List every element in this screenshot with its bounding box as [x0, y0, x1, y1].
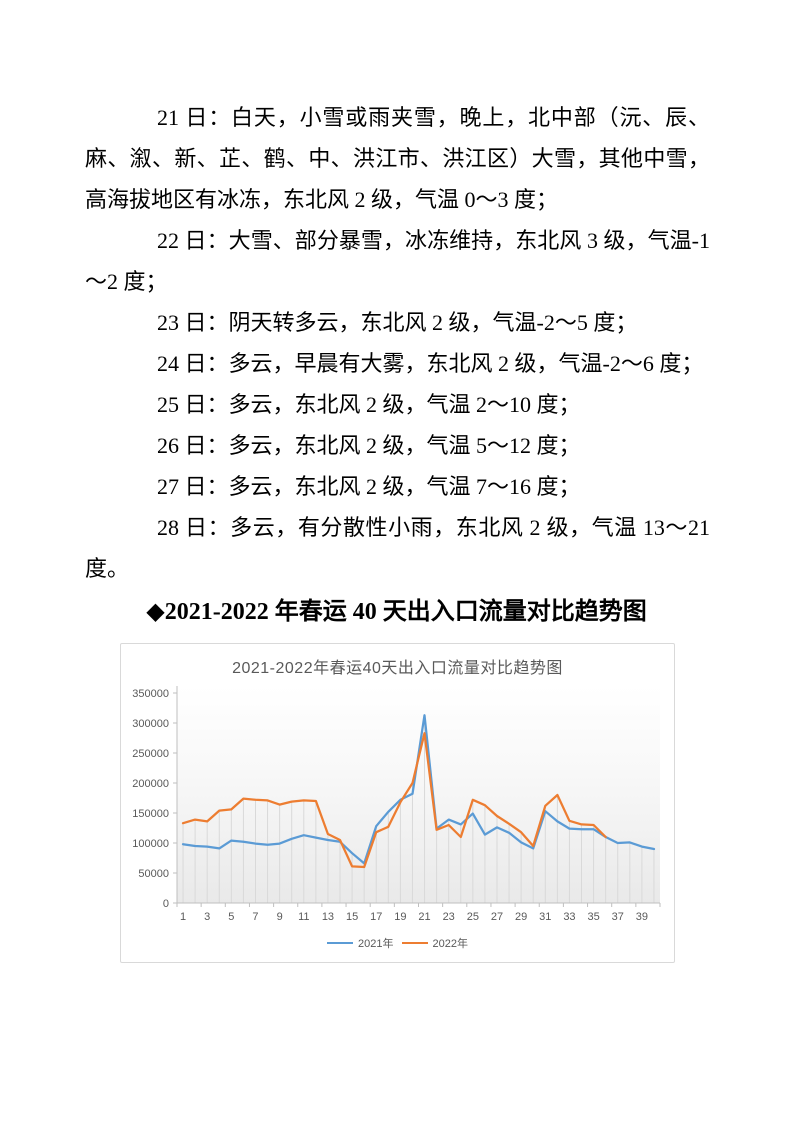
svg-text:19: 19 — [394, 911, 406, 923]
svg-text:31: 31 — [539, 911, 551, 923]
svg-text:13: 13 — [322, 911, 334, 923]
svg-text:300000: 300000 — [132, 718, 169, 730]
legend-label-2021: 2021年 — [358, 938, 394, 950]
svg-text:21: 21 — [418, 911, 430, 923]
chart-legend: 2021年 2022年 — [121, 935, 674, 951]
paragraph-day27: 27 日：多云，东北风 2 级，气温 7～16 度； — [157, 474, 581, 499]
svg-text:7: 7 — [252, 911, 258, 923]
paragraph-day24: 24 日：多云，早晨有大雾，东北风 2 级，气温-2～6 度； — [157, 351, 704, 376]
svg-text:39: 39 — [636, 911, 648, 923]
paragraph-day25: 25 日：多云，东北风 2 级，气温 2～10 度； — [157, 392, 581, 417]
svg-text:27: 27 — [491, 911, 503, 923]
paragraph-day26: 26 日：多云，东北风 2 级，气温 5～12 度； — [157, 433, 581, 458]
paragraph-day23: 23 日：阴天转多云，东北风 2 级，气温-2～5 度； — [157, 310, 638, 335]
chart-title: 2021-2022年春运40天出入口流量对比趋势图 — [232, 660, 563, 677]
svg-text:33: 33 — [563, 911, 575, 923]
svg-text:25: 25 — [467, 911, 479, 923]
chart-plot-area: 0 50000 100000 150000 200000 250000 300000 3500… — [132, 686, 661, 923]
legend-item-2021: 2021年 — [327, 935, 394, 951]
svg-text:9: 9 — [277, 911, 283, 923]
x-axis: 1 3 5 7 9 11 13 15 17 19 21 23 25 27 29 31 33 35 37 39 — [176, 902, 661, 923]
paragraph-day21: 21 日：白天，小雪或雨夹雪，晚上，北中部（沅、辰、麻、溆、新、芷、鹤、中、洪江… — [85, 105, 710, 212]
svg-text:0: 0 — [163, 898, 169, 910]
y-axis: 0 50000 100000 150000 200000 250000 300000 3500… — [132, 686, 178, 910]
svg-text:35: 35 — [587, 911, 599, 923]
legend-line-swatch-2022 — [401, 942, 428, 944]
svg-text:350000: 350000 — [132, 688, 169, 700]
svg-text:37: 37 — [612, 911, 624, 923]
svg-text:5: 5 — [228, 911, 234, 923]
paragraph-day22: 22 日：大雪、部分暴雪，冰冻维持，东北风 3 级，气温-1～2 度； — [85, 228, 710, 294]
paragraph-day28: 28 日：多云，有分散性小雨，东北风 2 级，气温 13～21 度。 — [85, 515, 710, 581]
series-line-2022年 — [181, 732, 607, 869]
svg-text:100000: 100000 — [132, 838, 169, 850]
svg-text:1: 1 — [180, 911, 186, 923]
weather-forecast-text: 21 日：白天，小雪或雨夹雪，晚上，北中部（沅、辰、麻、溆、新、芷、鹤、中、洪江… — [85, 97, 710, 589]
svg-text:11: 11 — [298, 911, 309, 923]
svg-text:250000: 250000 — [132, 748, 169, 760]
svg-text:200000: 200000 — [132, 778, 169, 790]
svg-text:29: 29 — [515, 911, 527, 923]
legend-line-swatch-2021 — [327, 942, 354, 944]
svg-text:150000: 150000 — [132, 808, 169, 820]
svg-text:3: 3 — [204, 911, 210, 923]
plot-background — [177, 686, 660, 903]
svg-text:17: 17 — [370, 911, 382, 923]
section-heading: ◆2021-2022 年春运 40 天出入口流量对比趋势图 — [146, 599, 647, 625]
svg-text:15: 15 — [346, 911, 358, 923]
svg-text:50000: 50000 — [138, 868, 169, 880]
drop-lines — [182, 715, 655, 903]
svg-text:23: 23 — [443, 911, 455, 923]
legend-label-2022: 2022年 — [432, 938, 468, 950]
traffic-flow-chart[interactable]: 0 50000 100000 150000 200000 250000 300000 3500… — [120, 643, 675, 963]
legend-item-2022: 2022年 — [401, 935, 468, 951]
